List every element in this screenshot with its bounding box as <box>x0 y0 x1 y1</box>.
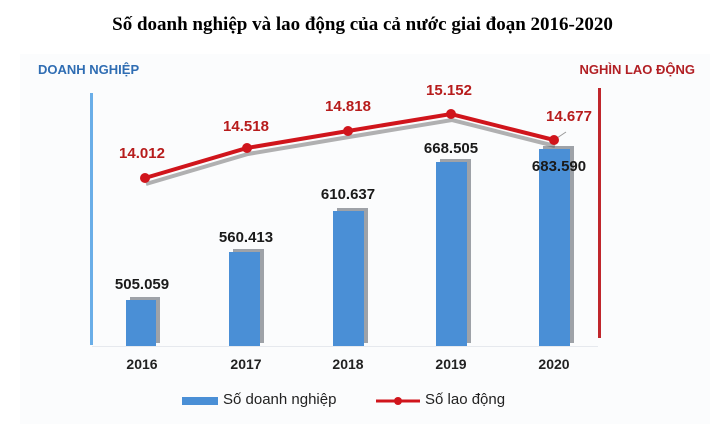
legend-line-label: Số lao động <box>425 391 506 408</box>
line-label-2018: 14.818 <box>325 98 371 115</box>
bar-2018 <box>333 211 364 346</box>
bar-2017 <box>229 252 260 346</box>
left-axis <box>90 93 93 345</box>
legend-line-swatch <box>376 397 420 405</box>
bar-label-2017: 560.413 <box>218 229 274 246</box>
chart-panel <box>20 54 710 424</box>
bar-label-2018: 610.637 <box>320 186 376 203</box>
bar-label-2020: 683.590 <box>531 158 587 175</box>
chart-title: Số doanh nghiệp và lao động của cả nước … <box>112 14 613 35</box>
bar-label-2019: 668.505 <box>423 140 479 157</box>
line-label-2017: 14.518 <box>223 118 269 135</box>
x-label-2017: 2017 <box>230 356 262 372</box>
left-axis-label: DOANH NGHIỆP <box>38 62 140 77</box>
line-label-2019: 15.152 <box>426 82 472 99</box>
legend: Số doanh nghiệp Số lao động <box>0 390 725 410</box>
x-axis-baseline <box>92 346 598 347</box>
bar-2019 <box>436 162 467 346</box>
legend-bar-swatch <box>182 397 218 405</box>
bar-label-2016: 505.059 <box>114 276 170 293</box>
bar-2016 <box>126 300 156 346</box>
x-label-2016: 2016 <box>126 356 158 372</box>
line-label-2016: 14.012 <box>119 145 165 162</box>
bar-2020 <box>539 149 570 346</box>
x-label-2020: 2020 <box>538 356 570 372</box>
x-label-2018: 2018 <box>332 356 364 372</box>
line-label-2020: 14.677 <box>546 108 592 125</box>
right-axis <box>598 88 601 338</box>
right-axis-label: NGHÌN LAO ĐỘNG <box>579 62 695 77</box>
legend-bar-label: Số doanh nghiệp <box>223 391 337 408</box>
x-label-2019: 2019 <box>435 356 467 372</box>
